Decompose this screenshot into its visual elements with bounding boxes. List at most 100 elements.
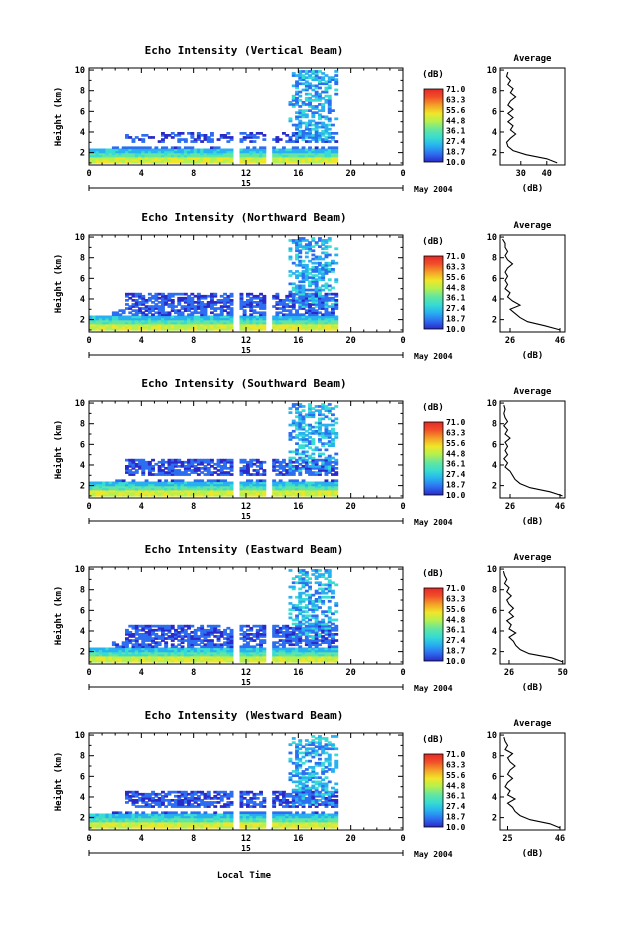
avg-y-tick-label: 2 (492, 316, 497, 326)
y-tick-label: 6 (80, 274, 85, 284)
avg-y-tick-label: 4 (492, 295, 497, 305)
heatmap-cells (89, 735, 339, 829)
colorbar-tick-label: 10.0 (446, 657, 465, 666)
colorbar (423, 753, 444, 828)
avg-frame (499, 67, 566, 166)
avg-y-tick-label: 8 (492, 254, 497, 264)
colorbar-tick-label: 63.3 (446, 95, 465, 104)
x-tick-label: 0 (86, 502, 91, 512)
y-tick-label: 10 (75, 233, 85, 243)
day-label: 15 (241, 844, 251, 853)
colorbar-tick-label: 36.1 (446, 792, 465, 801)
colorbar-tick-label: 44.8 (446, 781, 465, 790)
avg-x-label: (dB) (522, 351, 544, 361)
avg-x-label: (dB) (522, 517, 544, 527)
avg-y-tick-label: 2 (492, 648, 497, 658)
avg-y-tick-label: 2 (492, 482, 497, 492)
avg-y-tick-label: 4 (492, 627, 497, 637)
heatmap-cells (89, 237, 339, 331)
day-label: 15 (241, 346, 251, 355)
y-tick-label: 10 (75, 66, 85, 76)
colorbar-tick-label: 71.0 (446, 584, 465, 593)
avg-y-tick-label: 10 (487, 66, 497, 76)
colorbar-tick-label: 63.3 (446, 594, 465, 603)
avg-y-tick-label: 8 (492, 586, 497, 596)
avg-y-tick-label: 6 (492, 606, 497, 616)
x-tick-label: 8 (191, 834, 196, 844)
avg-y-tick-label: 2 (492, 149, 497, 159)
colorbar-tick-label: 10.0 (446, 823, 465, 832)
avg-y-tick-label: 6 (492, 107, 497, 117)
date-label: May 2004 (414, 850, 453, 859)
x-tick-label: 12 (241, 169, 251, 179)
y-tick-label: 6 (80, 107, 85, 117)
heatmap-cells (89, 403, 339, 497)
avg-x-tick-label: 46 (555, 336, 565, 346)
y-axis-label: Height (km) (53, 586, 64, 646)
x-tick-label: 12 (241, 834, 251, 844)
y-tick-label: 6 (80, 440, 85, 450)
panel-title: Echo Intensity (Northward Beam) (141, 211, 346, 224)
x-tick-label: 4 (139, 169, 144, 179)
y-tick-label: 4 (80, 461, 85, 471)
colorbar-tick-label: 55.6 (446, 605, 465, 614)
y-axis-label: Height (km) (53, 87, 64, 147)
avg-x-label: (dB) (522, 683, 544, 693)
y-tick-label: 8 (80, 87, 85, 97)
y-tick-label: 10 (75, 399, 85, 409)
avg-x-tick-label: 46 (555, 502, 565, 512)
colorbar-tick-label: 27.4 (446, 802, 465, 811)
y-tick-label: 6 (80, 606, 85, 616)
avg-title: Average (514, 553, 553, 563)
x-tick-label: 16 (293, 169, 303, 179)
x-tick-label: 12 (241, 336, 251, 346)
panel-title: Echo Intensity (Westward Beam) (145, 709, 344, 722)
date-label: May 2004 (414, 684, 453, 693)
avg-profile-line (505, 71, 558, 164)
x-tick-label: 12 (241, 502, 251, 512)
colorbar-tick-label: 71.0 (446, 85, 465, 94)
colorbar-title: (dB) (422, 237, 444, 247)
y-tick-label: 10 (75, 731, 85, 741)
avg-y-tick-label: 8 (492, 752, 497, 762)
avg-y-tick-label: 4 (492, 461, 497, 471)
y-tick-label: 2 (80, 316, 85, 326)
y-tick-label: 10 (75, 565, 85, 575)
colorbar (423, 421, 444, 496)
panel-2: Echo Intensity (Northward Beam)0 4 8 12 16 20… (53, 211, 566, 361)
y-axis-label: Height (km) (53, 752, 64, 812)
colorbar-title: (dB) (422, 70, 444, 80)
colorbar-tick-label: 36.1 (446, 127, 465, 136)
colorbar (423, 587, 444, 662)
heatmap-cells (89, 569, 339, 663)
avg-y-tick-label: 6 (492, 440, 497, 450)
colorbar-tick-label: 36.1 (446, 294, 465, 303)
colorbar-tick-label: 27.4 (446, 304, 465, 313)
avg-y-tick-label: 10 (487, 233, 497, 243)
colorbar (423, 88, 444, 163)
colorbar-tick-label: 71.0 (446, 750, 465, 759)
y-tick-label: 8 (80, 586, 85, 596)
avg-x-tick-label: 26 (504, 668, 514, 678)
colorbar-tick-label: 18.7 (446, 148, 465, 157)
x-axis-label: Local Time (217, 870, 272, 881)
avg-y-tick-label: 8 (492, 420, 497, 430)
x-tick-label: 20 (346, 668, 356, 678)
x-tick-label: 0 (400, 502, 405, 512)
x-tick-label: 0 (400, 834, 405, 844)
x-tick-label: 0 (86, 336, 91, 346)
x-tick-label: 0 (400, 668, 405, 678)
day-label: 15 (241, 512, 251, 521)
avg-y-tick-label: 2 (492, 814, 497, 824)
colorbar-title: (dB) (422, 735, 444, 745)
y-tick-label: 2 (80, 482, 85, 492)
y-tick-label: 2 (80, 149, 85, 159)
heatmap-cells (89, 70, 339, 164)
colorbar-tick-label: 63.3 (446, 428, 465, 437)
x-tick-label: 16 (293, 502, 303, 512)
x-tick-label: 16 (293, 834, 303, 844)
panel-title: Echo Intensity (Southward Beam) (141, 377, 346, 390)
colorbar-tick-label: 55.6 (446, 771, 465, 780)
y-tick-label: 8 (80, 420, 85, 430)
colorbar-tick-label: 44.8 (446, 283, 465, 292)
